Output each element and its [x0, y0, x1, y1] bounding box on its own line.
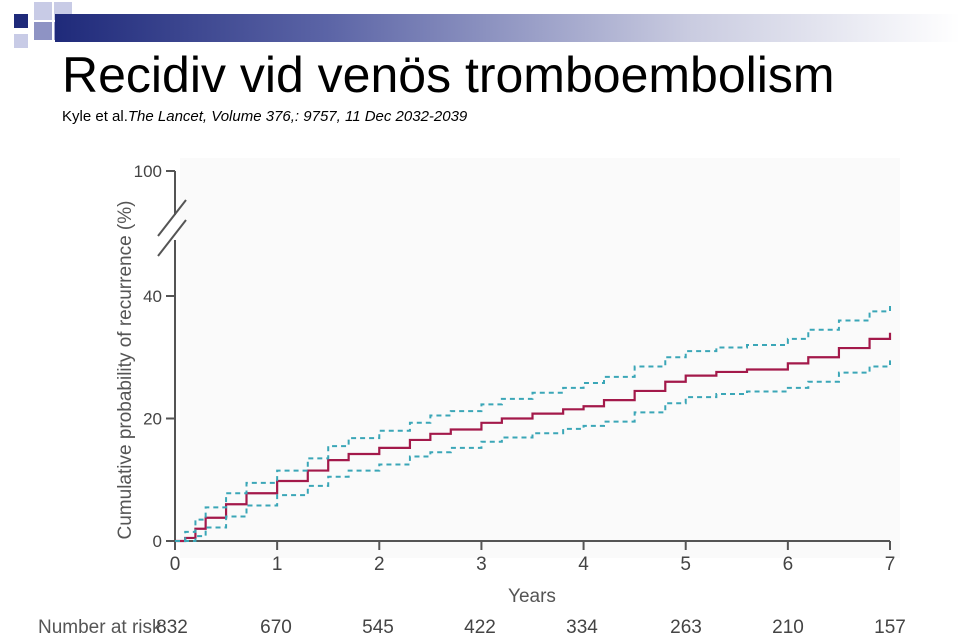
risk-count: 832: [156, 617, 188, 637]
x-tick-label: 3: [476, 554, 487, 575]
citation: Kyle et al.The Lancet, Volume 376,: 9757…: [62, 108, 467, 125]
risk-count: 334: [566, 617, 598, 637]
x-tick-label: 1: [272, 554, 283, 575]
risk-count: 670: [260, 617, 292, 637]
header-square-mid: [34, 22, 52, 40]
y-axis-break-mark: [157, 219, 187, 257]
plot-background: [180, 158, 900, 558]
risk-count: 157: [874, 617, 906, 637]
y-axis-label: Cumulative probability of recurrence (%): [115, 201, 136, 540]
x-tick-label: 2: [374, 554, 385, 575]
risk-count: 263: [670, 617, 702, 637]
x-axis-label: Years: [508, 586, 556, 607]
risk-count: 545: [362, 617, 394, 637]
risk-table: 832 670 545 422 334 263 210 157: [156, 617, 906, 637]
risk-count: 210: [772, 617, 804, 637]
recurrence-chart: 0 20 40 100 0 1 2 3 4 5 6 7 Cumulative probability …: [38, 158, 906, 637]
y-tick-label: 100: [134, 162, 162, 181]
risk-table-label: Number at risk: [38, 617, 162, 637]
x-tick-label: 7: [885, 554, 896, 575]
y-axis-break-mark: [157, 199, 187, 237]
x-tick-label: 6: [783, 554, 794, 575]
header-square-light: [14, 34, 28, 48]
x-tick-label: 0: [170, 554, 181, 575]
header-gradient-bar: [55, 14, 960, 42]
chart-axes: 0 20 40 100 0 1 2 3 4 5 6 7: [134, 162, 896, 575]
ci-lower-line: [175, 360, 891, 542]
slide-title: Recidiv vid venös tromboembolism: [62, 47, 835, 103]
header-square-light: [34, 2, 52, 20]
y-tick-label: 0: [153, 532, 162, 551]
y-tick-label: 20: [143, 410, 162, 429]
header-square-dark: [14, 14, 28, 28]
recurrence-estimate-line: [175, 332, 892, 543]
citation-journal: The Lancet, Volume 376,: 9757, 11 Dec 20…: [127, 108, 468, 125]
chart-labels: Cumulative probability of recurrence (%)…: [38, 201, 556, 637]
citation-authors: Kyle et al.: [62, 108, 128, 125]
y-tick-label: 40: [143, 287, 162, 306]
ci-upper-line: [175, 305, 891, 542]
x-tick-label: 5: [680, 554, 691, 575]
chart-series: [175, 305, 892, 543]
risk-count: 422: [464, 617, 496, 637]
x-tick-label: 4: [578, 554, 589, 575]
